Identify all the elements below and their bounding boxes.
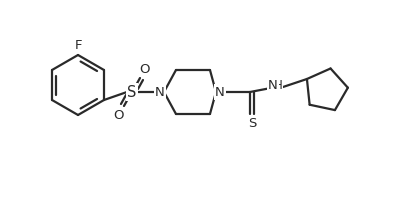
Text: N: N bbox=[155, 86, 165, 99]
Text: N: N bbox=[215, 86, 225, 99]
Text: F: F bbox=[74, 38, 82, 51]
Text: H: H bbox=[273, 79, 282, 92]
Text: O: O bbox=[114, 108, 124, 121]
Text: O: O bbox=[140, 62, 150, 75]
Text: S: S bbox=[248, 117, 256, 130]
Text: S: S bbox=[127, 84, 136, 99]
Text: N: N bbox=[268, 79, 278, 92]
